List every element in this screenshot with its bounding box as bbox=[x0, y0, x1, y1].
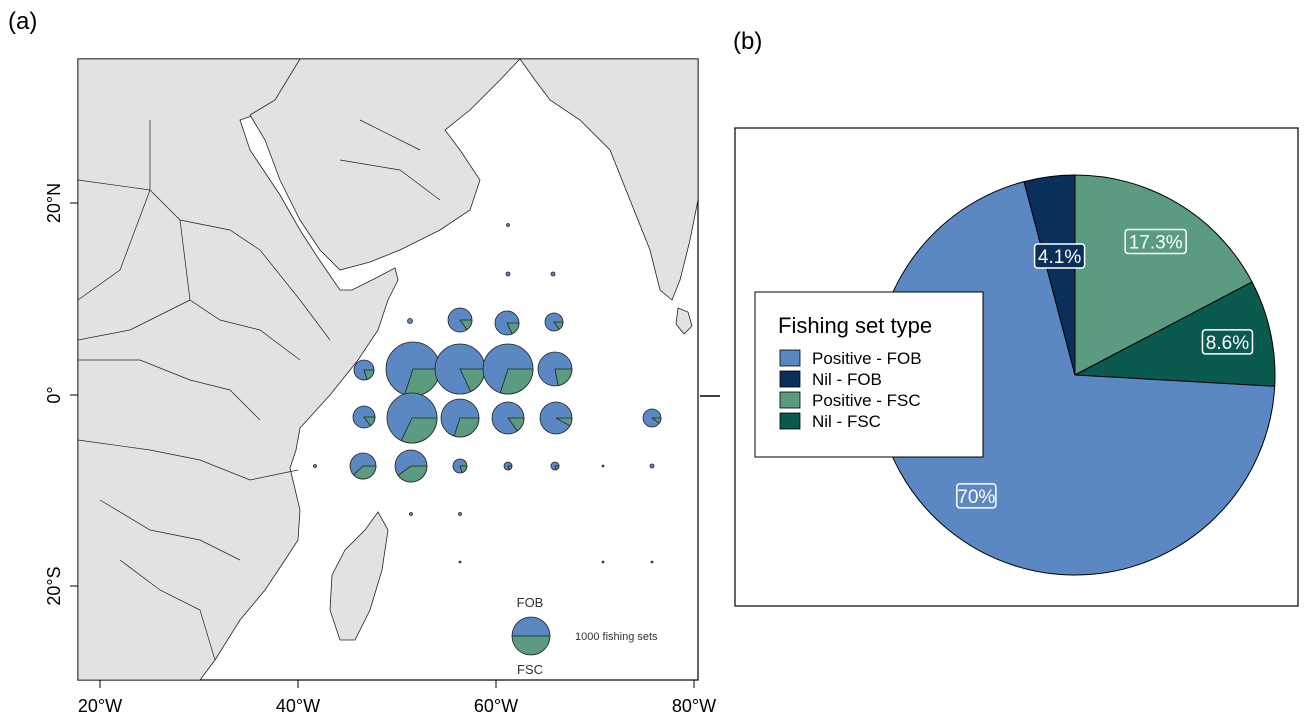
fishing-set-pie bbox=[452, 458, 468, 474]
fishing-set-pie bbox=[447, 307, 473, 333]
fishing-set-pie bbox=[313, 464, 317, 468]
fishing-set-pie bbox=[386, 392, 438, 444]
map-legend-fob-label: FOB bbox=[517, 595, 544, 610]
fishing-set-pie bbox=[349, 452, 377, 480]
pie-data-label-box bbox=[956, 483, 997, 509]
x-tick-label: 80°W bbox=[672, 696, 716, 716]
y-tick-label: 20°N bbox=[44, 183, 64, 223]
pie-legend-swatch bbox=[779, 370, 801, 388]
fishing-set-pie bbox=[505, 271, 511, 277]
pie-legend-label: Positive - FSC bbox=[812, 391, 921, 410]
pie-slice bbox=[1074, 174, 1253, 376]
fishing-set-pie bbox=[649, 463, 655, 469]
fishing-set-pie bbox=[394, 449, 428, 483]
fishing-set-pie bbox=[539, 401, 573, 435]
fishing-set-pie bbox=[537, 351, 573, 387]
fishing-set-pie bbox=[601, 560, 605, 564]
pie-legend-swatch bbox=[779, 412, 801, 430]
pie-data-label: 17.3% bbox=[1129, 232, 1183, 253]
pie-slice bbox=[1023, 174, 1076, 376]
pie-legend-swatch bbox=[779, 391, 801, 409]
fishing-set-pie bbox=[650, 560, 654, 564]
fishing-set-pie bbox=[482, 343, 534, 395]
pie-legend-swatch bbox=[779, 349, 801, 367]
fishing-set-pie bbox=[440, 398, 480, 438]
fishing-set-pie bbox=[491, 401, 525, 435]
y-tick-label: 20°S bbox=[44, 566, 64, 605]
country-borders bbox=[78, 119, 441, 661]
fishing-set-pie bbox=[503, 461, 513, 471]
pie-slice bbox=[1073, 281, 1276, 387]
fishing-set-pie bbox=[506, 223, 510, 227]
land-masses bbox=[78, 59, 698, 680]
fishing-set-pie bbox=[407, 318, 413, 324]
pie-legend-label: Nil - FOB bbox=[812, 370, 882, 389]
pie-data-label-box bbox=[1201, 329, 1254, 355]
africa-landmass bbox=[78, 59, 399, 680]
india-landmass bbox=[519, 59, 698, 301]
map-legend-scale-label: 1000 fishing sets bbox=[575, 631, 658, 643]
y-tick-label: 0° bbox=[44, 386, 64, 403]
pie-legend: Fishing set type Positive - FOB Nil - FOB… bbox=[754, 291, 984, 458]
fishing-set-pie bbox=[409, 512, 413, 516]
panel-label-b: (b) bbox=[733, 28, 763, 55]
fishing-set-pie bbox=[642, 408, 662, 428]
pie-slice bbox=[874, 180, 1276, 576]
map-legend-fob-half bbox=[511, 616, 551, 637]
pie-labels: 17.3% 8.6% 70% 4.1% bbox=[956, 228, 1254, 509]
fishing-set-pie bbox=[353, 359, 375, 381]
fishing-set-pie bbox=[544, 312, 564, 332]
pie-data-label: 70% bbox=[957, 487, 995, 508]
x-tick-label: 40°W bbox=[276, 696, 320, 716]
pie-legend-title: Fishing set type bbox=[778, 313, 932, 338]
fishing-set-pie bbox=[458, 560, 462, 564]
fishing-set-pie bbox=[494, 310, 520, 336]
fishing-set-pie bbox=[434, 343, 486, 395]
fishing-set-pies bbox=[313, 223, 662, 564]
pie-legend-label: Nil - FSC bbox=[812, 412, 881, 431]
pie-legend-box bbox=[754, 291, 984, 458]
fishing-set-pie bbox=[352, 405, 376, 429]
x-tick-label: 60°W bbox=[474, 696, 518, 716]
x-tick-label: 20°W bbox=[78, 696, 122, 716]
map-legend-fsc-label: FSC bbox=[517, 662, 543, 677]
map-legend-fsc-half bbox=[511, 635, 551, 656]
pie-data-label: 8.6% bbox=[1206, 333, 1249, 354]
sri-lanka-landmass bbox=[675, 307, 693, 335]
map-axis-ticks bbox=[70, 202, 695, 688]
pie-frame bbox=[734, 127, 1299, 607]
pie-data-label: 4.1% bbox=[1038, 247, 1081, 268]
pie-legend-label: Positive - FOB bbox=[812, 349, 922, 368]
arabia-landmass bbox=[249, 59, 521, 271]
pie-data-label-box bbox=[1033, 243, 1086, 269]
pie-data-label-box bbox=[1124, 228, 1187, 255]
map-panel: 20°W 40°W 60°W 80°W 20°N 0° 20°S FOB FSC… bbox=[44, 58, 720, 716]
fishing-set-pie bbox=[550, 271, 556, 277]
fishing-set-pie bbox=[601, 464, 605, 468]
pie-slices bbox=[874, 174, 1276, 576]
fishing-set-pie bbox=[385, 341, 441, 397]
panel-label-a: (a) bbox=[8, 8, 38, 35]
fishing-set-pie bbox=[458, 512, 462, 516]
madagascar-landmass bbox=[329, 511, 389, 641]
fishing-set-pie bbox=[550, 461, 560, 471]
